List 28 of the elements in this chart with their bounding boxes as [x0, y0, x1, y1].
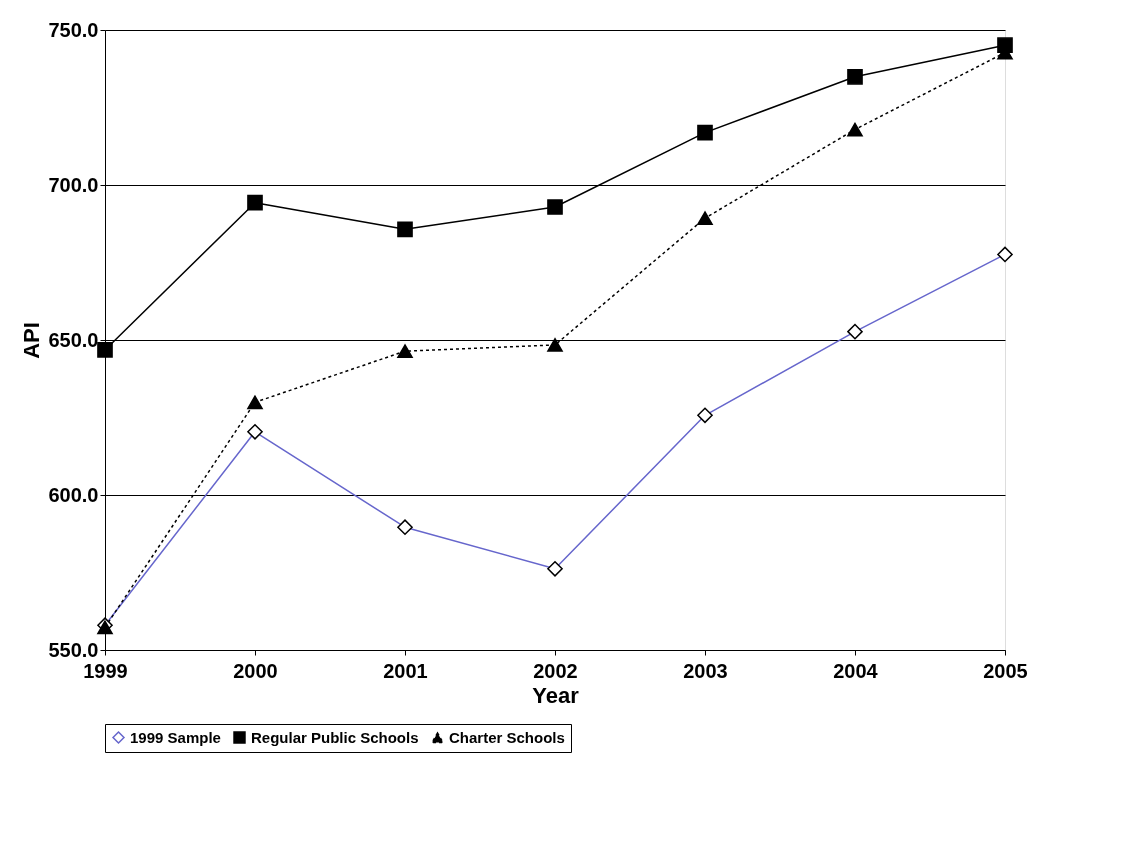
legend-label: Charter Schools: [449, 728, 565, 746]
y-tick-label: 750.0: [48, 18, 99, 41]
point: [697, 124, 713, 141]
legend-label: Regular Public Schools: [251, 728, 419, 746]
point: [247, 395, 263, 410]
x-tick-label: 2001: [383, 659, 428, 682]
x-tick-label: 2000: [233, 659, 278, 682]
point: [397, 344, 413, 359]
x-tick-label: 1999: [83, 659, 128, 682]
y-tick-label: 600.0: [48, 483, 99, 506]
point: [247, 194, 263, 211]
point: [847, 68, 863, 85]
x-tick-label: 2004: [833, 659, 879, 682]
x-tick-label: 2005: [983, 659, 1028, 682]
x-axis-title: Year: [532, 682, 580, 708]
y-tick-label: 700.0: [48, 173, 99, 196]
point: [97, 342, 113, 358]
point: [847, 122, 863, 137]
y-axis-title: API: [19, 322, 45, 359]
point: [547, 199, 563, 215]
x-tick-label: 2003: [683, 659, 728, 682]
legend-label: 1999 Sample: [130, 728, 221, 746]
x-tick-label: 2002: [533, 659, 578, 682]
y-tick-label: 650.0: [48, 328, 99, 351]
point: [697, 211, 713, 226]
point: [547, 338, 563, 352]
y-tick-label: 550.0: [48, 638, 99, 661]
point: [397, 221, 413, 238]
